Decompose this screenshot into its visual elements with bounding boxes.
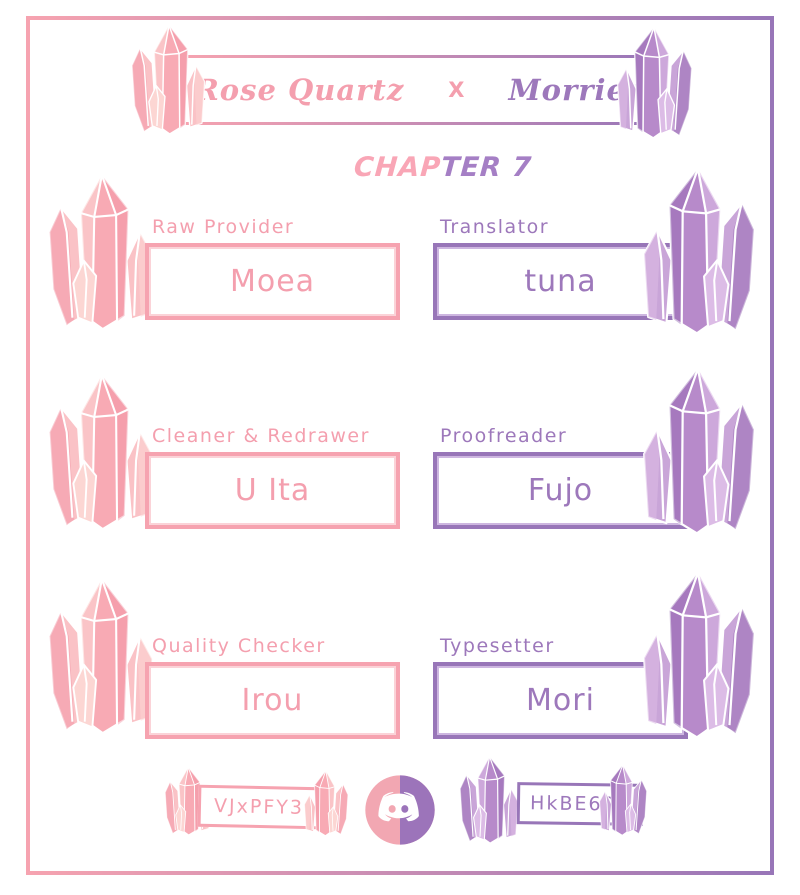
chapter-title-pink-part: CHAP	[352, 152, 443, 183]
name-text: Irou	[241, 683, 304, 718]
credit-raw-provider: Raw Provider Moea	[145, 216, 400, 320]
pink-crystal-icon	[42, 572, 156, 744]
role-label: Quality Checker	[152, 635, 326, 657]
chapter-title: CHAPTER 7	[282, 152, 604, 183]
credit-quality-checker: Quality Checker Irou	[145, 635, 400, 739]
pink-crystal-icon	[303, 766, 351, 842]
group-name-left: Rose Quartz	[194, 73, 405, 107]
chapter-title-purple-part: TER 7	[440, 152, 534, 183]
role-label: Cleaner & Redrawer	[152, 425, 370, 447]
header-banner: Rose Quartz X Morries	[183, 55, 655, 125]
collab-x-separator: X	[448, 78, 465, 102]
purple-crystal-icon	[456, 754, 520, 848]
purple-crystal-icon	[598, 758, 650, 844]
credit-cleaner-redrawer: Cleaner & Redrawer U Ita	[145, 425, 400, 529]
name-text: tuna	[524, 264, 597, 299]
purple-crystal-icon	[640, 366, 762, 540]
discord-icon	[365, 775, 435, 845]
pink-crystal-icon	[42, 168, 156, 340]
purple-crystal-icon	[612, 26, 700, 142]
name-box: Moea	[145, 243, 400, 320]
name-text: U Ita	[234, 473, 311, 508]
role-label: Raw Provider	[152, 216, 295, 238]
purple-crystal-icon	[640, 570, 762, 744]
name-text: Moea	[229, 264, 316, 299]
invite-code-pink: VJxPFY3	[197, 784, 321, 830]
pink-crystal-icon	[42, 368, 156, 540]
pink-crystal-icon	[124, 24, 210, 138]
purple-crystal-icon	[640, 166, 762, 340]
name-text: Mori	[526, 683, 595, 718]
name-box: Irou	[145, 662, 400, 739]
role-label: Proofreader	[440, 425, 568, 447]
name-box: U Ita	[145, 452, 400, 529]
role-label: Translator	[440, 216, 550, 238]
invite-code-pink-text: VJxPFY3	[213, 795, 305, 819]
role-label: Typesetter	[440, 635, 555, 657]
name-text: Fujo	[527, 473, 594, 508]
